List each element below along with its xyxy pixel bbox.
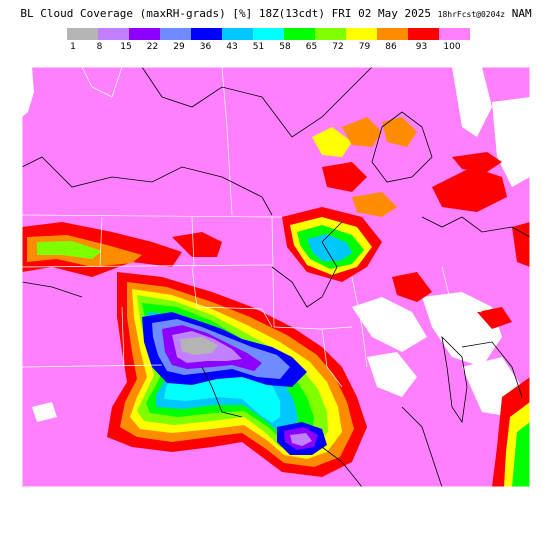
legend-swatch (129, 28, 160, 40)
clear-areas (22, 67, 530, 422)
legend-swatch (408, 28, 439, 40)
legend-swatch (191, 28, 222, 40)
legend-swatch (377, 28, 408, 40)
legend-tick-label: 15 (120, 42, 132, 52)
cloud-coverage-map (22, 67, 530, 487)
legend-tick-label: 29 (173, 42, 185, 52)
legend-swatch (253, 28, 284, 40)
legend-swatch (284, 28, 315, 40)
model-label: NAM (511, 7, 532, 20)
legend-swatch (160, 28, 191, 40)
legend-swatch (67, 28, 98, 40)
legend-tick-label: 22 (146, 42, 159, 52)
legend-tick-label: 51 (252, 42, 265, 52)
legend-tick-label: 79 (358, 42, 371, 52)
title-text: BL Cloud Coverage (maxRH-grads) [%] 18Z(… (20, 7, 432, 20)
legend-tick-label: 65 (305, 42, 318, 52)
legend-tick-label: 8 (96, 42, 103, 52)
legend-tick-label: 86 (385, 42, 397, 52)
legend-swatch (222, 28, 253, 40)
legend-swatch (439, 28, 470, 40)
legend-swatch (346, 28, 377, 40)
color-scale-legend (67, 28, 470, 40)
state-borders (22, 67, 483, 388)
high-coverage-bands (22, 117, 530, 329)
legend-swatch (315, 28, 346, 40)
legend-tick-label: 93 (415, 42, 428, 52)
coastlines (22, 67, 530, 487)
map-frame (22, 67, 530, 487)
legend-swatch (98, 28, 129, 40)
low-coverage-plume (107, 272, 367, 477)
legend-tick-label: 36 (199, 42, 212, 52)
legend-tick-label: 58 (279, 42, 291, 52)
legend-tick-label: 72 (332, 42, 344, 52)
map-title: BL Cloud Coverage (maxRH-grads) [%] 18Z(… (0, 7, 552, 20)
east-coverage-bands (492, 377, 530, 487)
color-scale-ticks: 1 8 15 22 29 36 43 51 58 65 72 79 86 93 100 (61, 42, 501, 54)
forecast-label: 18hrFcst@0204z (437, 10, 506, 19)
legend-tick-label: 43 (226, 42, 238, 52)
legend-tick-label: 1 (70, 42, 76, 52)
legend-tick-label: 100 (443, 42, 461, 52)
